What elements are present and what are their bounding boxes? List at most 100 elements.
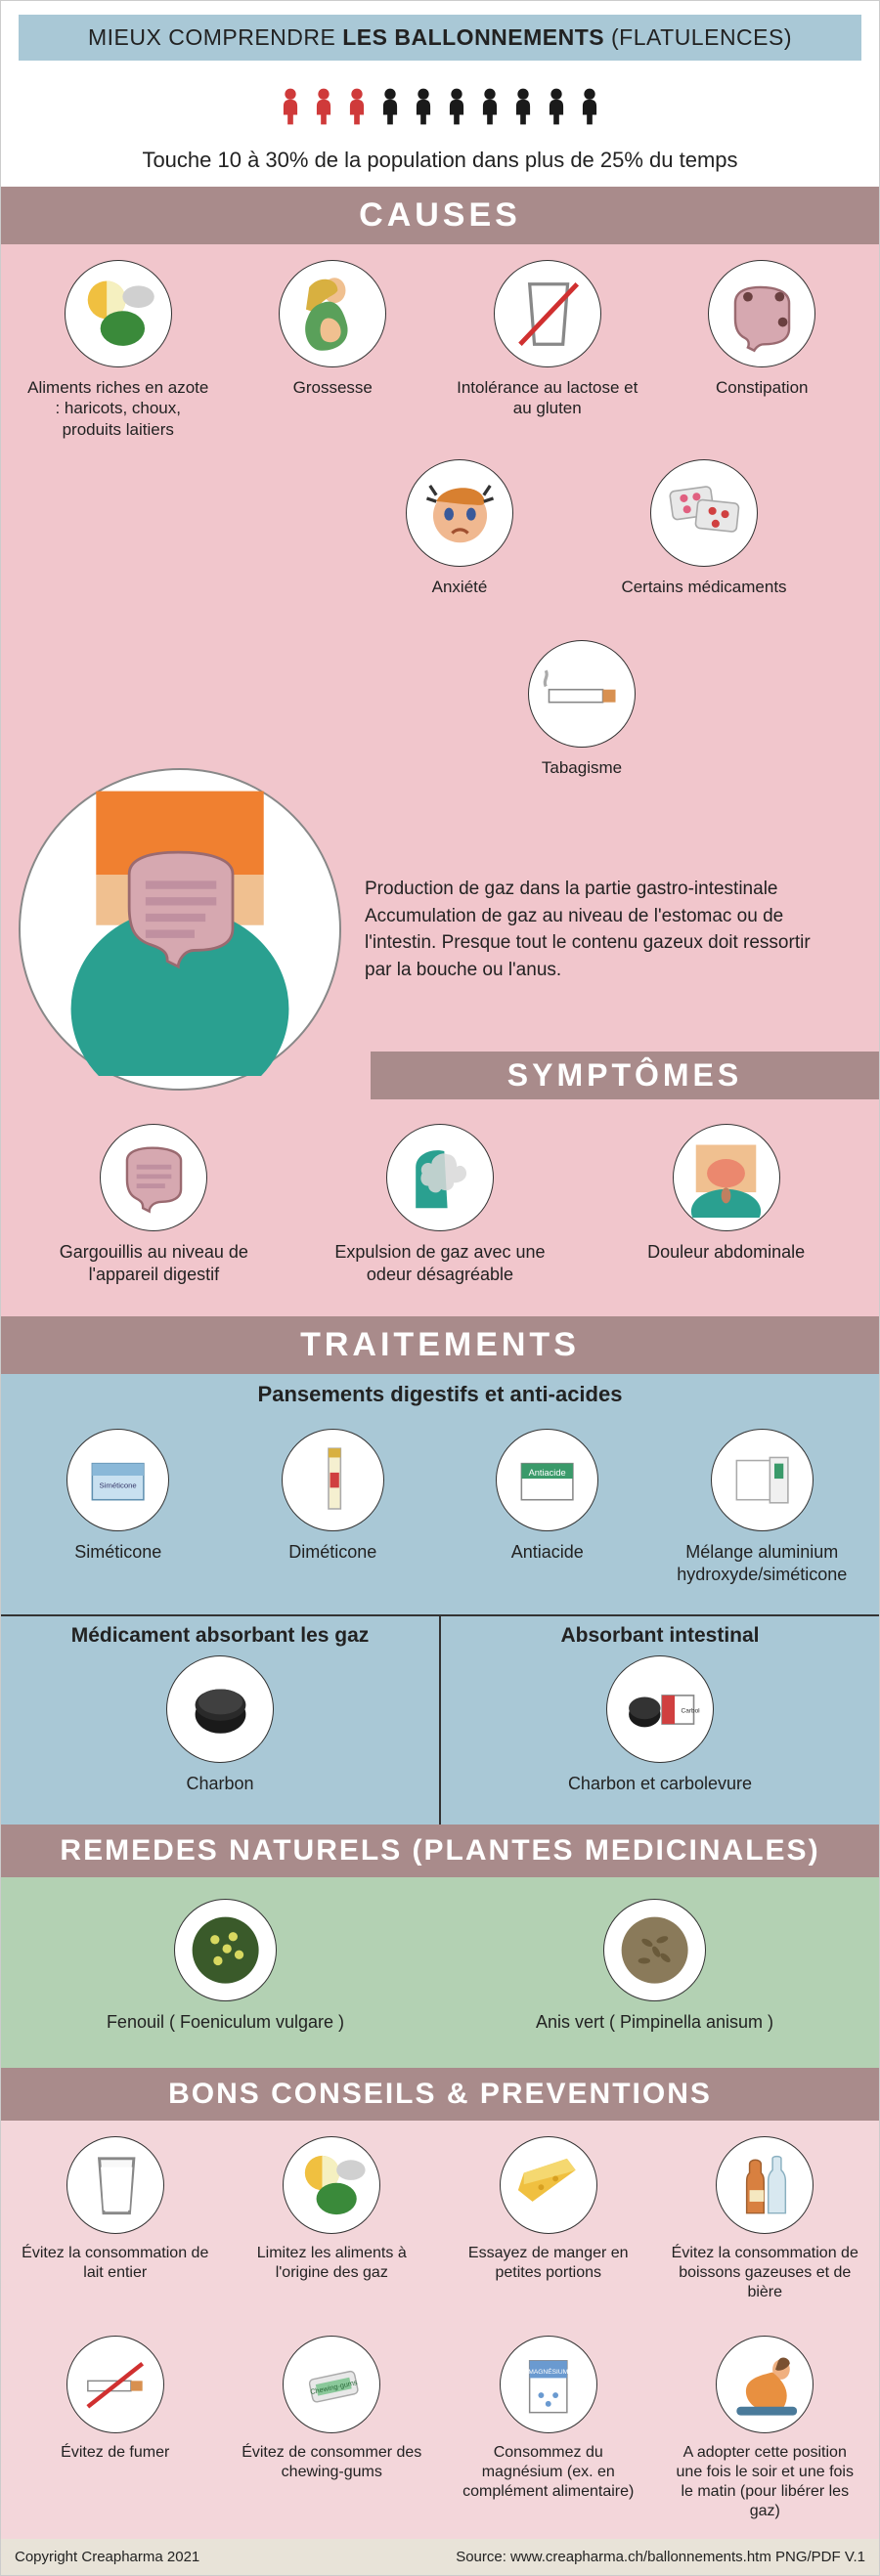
pose-icon	[716, 2336, 814, 2433]
cause-2-label: Intolérance au lactose et au gluten	[456, 377, 639, 419]
header-symptomes: SYMPTÔMES	[371, 1052, 879, 1099]
tip1-2: Essayez de manger en petites portions	[446, 2136, 651, 2316]
cause-0: Aliments riches en azote : haricots, cho…	[21, 260, 216, 453]
cause-2: Intolérance au lactose et au gluten	[450, 260, 645, 453]
sympt-0: Gargouillis au niveau de l'appareil dige…	[26, 1124, 281, 1299]
tip2-2-label: Consommez du magnésium (ex. en complémen…	[452, 2443, 645, 2502]
sympt-2: Douleur abdominale	[599, 1124, 854, 1299]
trait-2: Antiacide	[450, 1429, 645, 1599]
tip1-2-label: Essayez de manger en petites portions	[452, 2244, 645, 2283]
trait-sub2a: Médicament absorbant les gaz	[1, 1616, 439, 1655]
tip2-0: Évitez de fumer	[13, 2336, 218, 2535]
trait-0: Siméticone	[21, 1429, 216, 1599]
box-green-icon	[496, 1429, 598, 1531]
description: Production de gaz dans la partie gastro-…	[355, 797, 861, 983]
cause2-1-label: Certains médicaments	[602, 577, 806, 597]
pain-icon	[673, 1124, 780, 1231]
cause-1: Grossesse	[235, 260, 430, 453]
header-conseils: BONS CONSEILS & PREVENTIONS	[1, 2068, 879, 2121]
header-causes: CAUSES	[1, 187, 879, 244]
cause2-2-label: Tabagisme	[480, 757, 683, 778]
trait2b-label: Charbon et carbolevure	[447, 1773, 873, 1795]
trait-0-label: Siméticone	[26, 1541, 210, 1564]
remede-0: Fenouil ( Foeniculum vulgare )	[55, 1899, 397, 2047]
tip2-3: A adopter cette position une fois le soi…	[662, 2336, 867, 2535]
box-white-icon	[711, 1429, 814, 1531]
trait-1-label: Diméticone	[241, 1541, 424, 1564]
trait-sub1: Pansements digestifs et anti-acides	[1, 1374, 879, 1415]
traitements-section: Pansements digestifs et anti-acides Simé…	[1, 1374, 879, 1825]
trait-sub2b: Absorbant intestinal	[441, 1616, 879, 1655]
cig-no-icon	[66, 2336, 164, 2433]
cheese-icon	[500, 2136, 597, 2234]
box-blue-icon	[66, 1429, 169, 1531]
tip2-1-label: Évitez de consommer des chewing-gums	[235, 2443, 428, 2482]
cause2-0-label: Anxiété	[358, 577, 561, 597]
torso-icon	[19, 768, 341, 1091]
food-icon	[65, 260, 172, 367]
charcoal-box-icon	[606, 1655, 714, 1763]
trait-2-label: Antiacide	[456, 1541, 639, 1564]
tip2-1: Évitez de consommer des chewing-gums	[229, 2336, 434, 2535]
glass-icon	[66, 2136, 164, 2234]
title-pre: MIEUX COMPRENDRE	[88, 24, 342, 50]
causes-section: Aliments riches en azote : haricots, cho…	[1, 244, 879, 1316]
bottles-icon	[716, 2136, 814, 2234]
tip2-2: Consommez du magnésium (ex. en complémen…	[446, 2336, 651, 2535]
food-icon	[283, 2136, 380, 2234]
tip1-3-label: Évitez la consommation de boissons gazeu…	[668, 2244, 861, 2302]
tip2-3-label: A adopter cette position une fois le soi…	[668, 2443, 861, 2521]
remede-1: Anis vert ( Pimpinella anisum )	[484, 1899, 826, 2047]
title-bar: MIEUX COMPRENDRE LES BALLONNEMENTS (FLAT…	[19, 15, 861, 61]
colon-icon	[708, 260, 815, 367]
remede-1-label: Anis vert ( Pimpinella anisum )	[490, 2011, 820, 2034]
tip1-1-label: Limitez les aliments à l'origine des gaz	[235, 2244, 428, 2283]
sympt-2-label: Douleur abdominale	[605, 1241, 848, 1264]
trait-carbolevure: Charbon et carbolevure	[441, 1655, 879, 1809]
cause-0-label: Aliments riches en azote : haricots, cho…	[26, 377, 210, 440]
footer: Copyright Creapharma 2021 Source: www.cr…	[1, 2539, 879, 2575]
anxiety-icon	[406, 459, 513, 567]
footer-right: Source: www.creapharma.ch/ballonnements.…	[456, 2549, 865, 2565]
trait-charbon: Charbon	[1, 1655, 439, 1809]
trait2a-label: Charbon	[7, 1773, 433, 1795]
footer-left: Copyright Creapharma 2021	[15, 2549, 199, 2565]
charcoal-icon	[166, 1655, 274, 1763]
tube-icon	[282, 1429, 384, 1531]
gas-icon	[386, 1124, 494, 1231]
cigarette-icon	[528, 640, 636, 748]
cause-3-label: Constipation	[670, 377, 854, 398]
mag-box-icon	[500, 2336, 597, 2433]
cause2-0: Anxiété	[352, 459, 567, 611]
conseils-section: Évitez la consommation de lait entier Lim…	[1, 2121, 879, 2539]
intestine-icon	[100, 1124, 207, 1231]
cause-3: Constipation	[664, 260, 859, 453]
tip1-3: Évitez la consommation de boissons gazeu…	[662, 2136, 867, 2316]
remedes-section: Fenouil ( Foeniculum vulgare ) Anis vert …	[1, 1877, 879, 2069]
header-remedes: REMEDES NATURELS (PLANTES MEDICINALES)	[1, 1825, 879, 1877]
pills-icon	[650, 459, 758, 567]
header-traitements: TRAITEMENTS	[1, 1316, 879, 1374]
title-bold: LES BALLONNEMENTS	[342, 24, 604, 50]
tip1-1: Limitez les aliments à l'origine des gaz	[229, 2136, 434, 2316]
trait-3: Mélange aluminium hydroxyde/siméticone	[664, 1429, 859, 1599]
pregnant-icon	[279, 260, 386, 367]
tip1-0: Évitez la consommation de lait entier	[13, 2136, 218, 2316]
cause-1-label: Grossesse	[241, 377, 424, 398]
fennel-icon	[174, 1899, 277, 2001]
sympt-0-label: Gargouillis au niveau de l'appareil dige…	[32, 1241, 275, 1285]
sympt-1: Expulsion de gaz avec une odeur désagréa…	[313, 1124, 567, 1299]
infographic: MIEUX COMPRENDRE LES BALLONNEMENTS (FLAT…	[0, 0, 880, 2576]
cause2-1: Certains médicaments	[596, 459, 812, 611]
cause2-2: Tabagisme	[474, 640, 689, 792]
subtitle: Touche 10 à 30% de la population dans pl…	[1, 144, 879, 187]
people-row	[1, 70, 879, 144]
trait-3-label: Mélange aluminium hydroxyde/siméticone	[670, 1541, 854, 1585]
tip1-0-label: Évitez la consommation de lait entier	[19, 2244, 212, 2283]
trait-1: Diméticone	[235, 1429, 430, 1599]
remede-0-label: Fenouil ( Foeniculum vulgare )	[61, 2011, 391, 2034]
tip2-0-label: Évitez de fumer	[19, 2443, 212, 2463]
glass-no-icon	[494, 260, 601, 367]
sympt-1-label: Expulsion de gaz avec une odeur désagréa…	[319, 1241, 561, 1285]
title-post: (FLATULENCES)	[604, 24, 792, 50]
